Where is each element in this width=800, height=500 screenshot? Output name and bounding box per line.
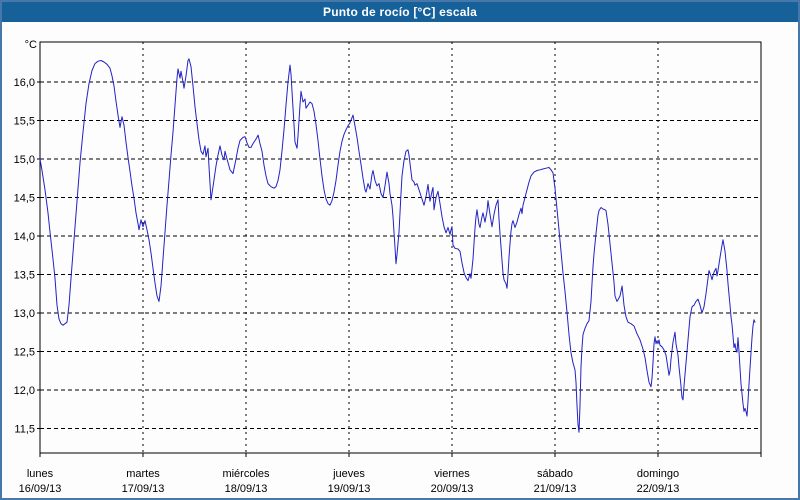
y-tick-label: 12,0: [14, 385, 35, 397]
y-tick-label: 14,0: [14, 231, 35, 243]
x-day-date: 16/09/13: [19, 483, 62, 495]
y-tick-label: 11,5: [14, 423, 35, 435]
x-day-name: martes: [126, 468, 160, 480]
x-day-date: 22/09/13: [637, 483, 680, 495]
titlebar: Punto de rocío [°C] escala: [2, 2, 798, 22]
plot-frame: [39, 41, 762, 454]
y-tick-label: 14,5: [14, 192, 35, 204]
window-title: Punto de rocío [°C] escala: [322, 5, 478, 19]
dewpoint-line: [39, 58, 756, 433]
x-day-date: 19/09/13: [328, 483, 371, 495]
x-day-name: miércoles: [222, 468, 270, 480]
x-day-name: lunes: [27, 468, 54, 480]
y-axis-unit-label: °C: [25, 39, 37, 51]
y-tick-label: 16,0: [14, 77, 35, 89]
x-day-date: 17/09/13: [122, 483, 165, 495]
x-day-date: 20/09/13: [431, 483, 474, 495]
x-day-name: sábado: [537, 468, 573, 480]
x-day-date: 18/09/13: [225, 483, 268, 495]
y-tick-label: 12,5: [14, 346, 35, 358]
y-tick-label: 13,0: [14, 308, 35, 320]
dewpoint-chart: 16,0 15,5 15,0 14,5 14,0 13,5 13,0 12,5 12,0 11,5…: [14, 39, 762, 495]
x-day-name: jueves: [332, 468, 365, 480]
x-day-name: viernes: [434, 468, 470, 480]
x-day-date: 21/09/13: [534, 483, 577, 495]
y-tick-label: 15,5: [14, 116, 35, 128]
x-day-name: domingo: [637, 468, 679, 480]
y-tick-label: 13,5: [14, 269, 35, 281]
y-tick-label: 15,0: [14, 154, 35, 166]
